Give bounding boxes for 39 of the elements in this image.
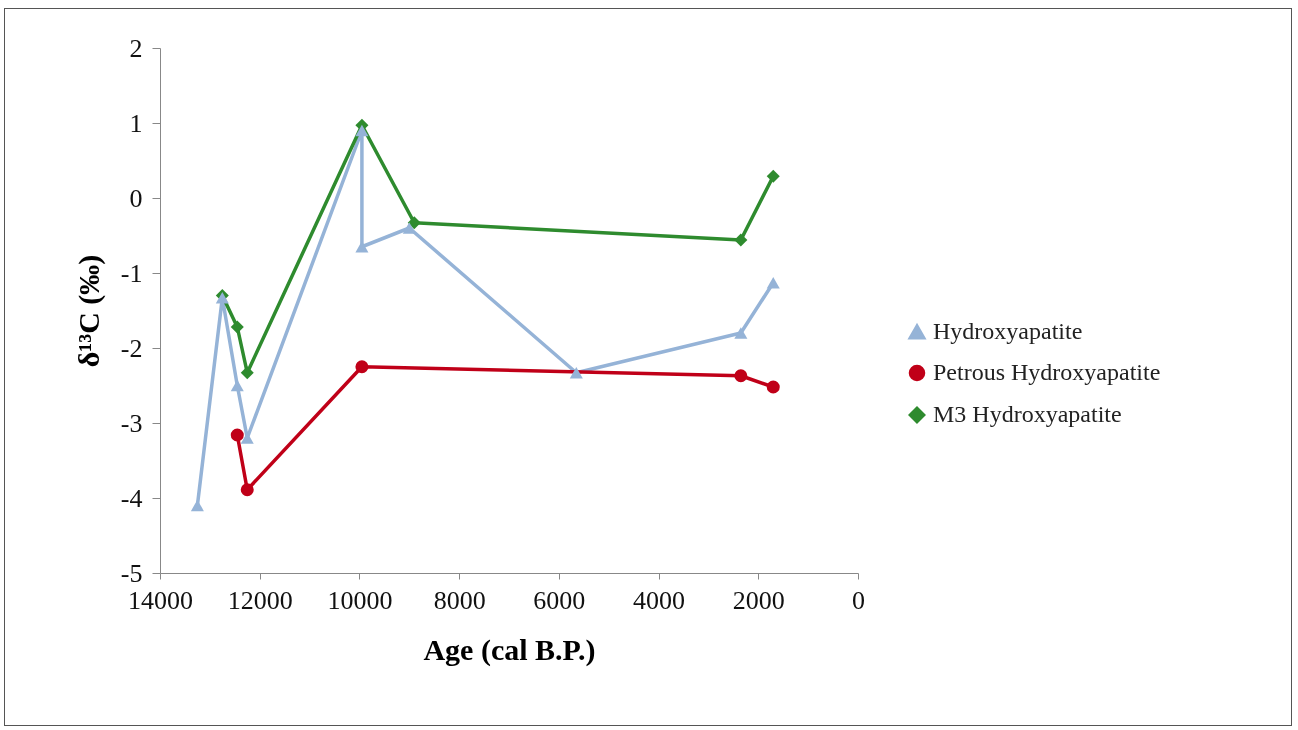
point	[407, 216, 421, 230]
point	[734, 369, 748, 383]
x-tick-label: 2000	[732, 585, 785, 615]
point	[766, 380, 780, 394]
y-tick-label: -1	[120, 258, 143, 288]
point	[240, 366, 254, 380]
y-tick-label: 2	[129, 33, 143, 63]
point	[766, 277, 780, 289]
x-tick-label: 10000	[327, 585, 393, 615]
point	[569, 367, 583, 379]
y-tick-label: 1	[129, 108, 143, 138]
y-tick-label: -5	[120, 558, 143, 588]
point	[240, 483, 254, 497]
x-axis-title: Age (cal B.P.)	[423, 632, 596, 667]
x-tick-label: 12000	[227, 585, 293, 615]
point	[230, 428, 244, 442]
x-tick-label: 8000	[433, 585, 486, 615]
point	[355, 241, 369, 253]
point	[230, 379, 244, 392]
point	[734, 233, 748, 247]
y-tick-label: -2	[120, 333, 143, 363]
point	[230, 320, 244, 334]
point	[766, 169, 780, 183]
point	[402, 222, 416, 234]
x-tick-label: 0	[852, 585, 865, 615]
point	[734, 327, 748, 339]
y-tick-label: 0	[129, 183, 143, 213]
legend-label: Hydroxyapatite	[933, 318, 1083, 344]
x-tick-label: 14000	[128, 585, 193, 615]
x-tick-label: 4000	[633, 585, 686, 615]
point	[190, 499, 204, 512]
point	[355, 124, 369, 137]
y-tick-label: -4	[120, 483, 143, 513]
point	[355, 360, 369, 374]
y-axis-title: δ¹³C (‰)	[71, 254, 106, 368]
y-tick-label: -3	[120, 408, 143, 438]
x-tick-label: 6000	[533, 585, 586, 615]
legend-label: M3 Hydroxyapatite	[933, 401, 1122, 427]
legend-label: Petrous Hydroxyapatite	[933, 359, 1161, 385]
